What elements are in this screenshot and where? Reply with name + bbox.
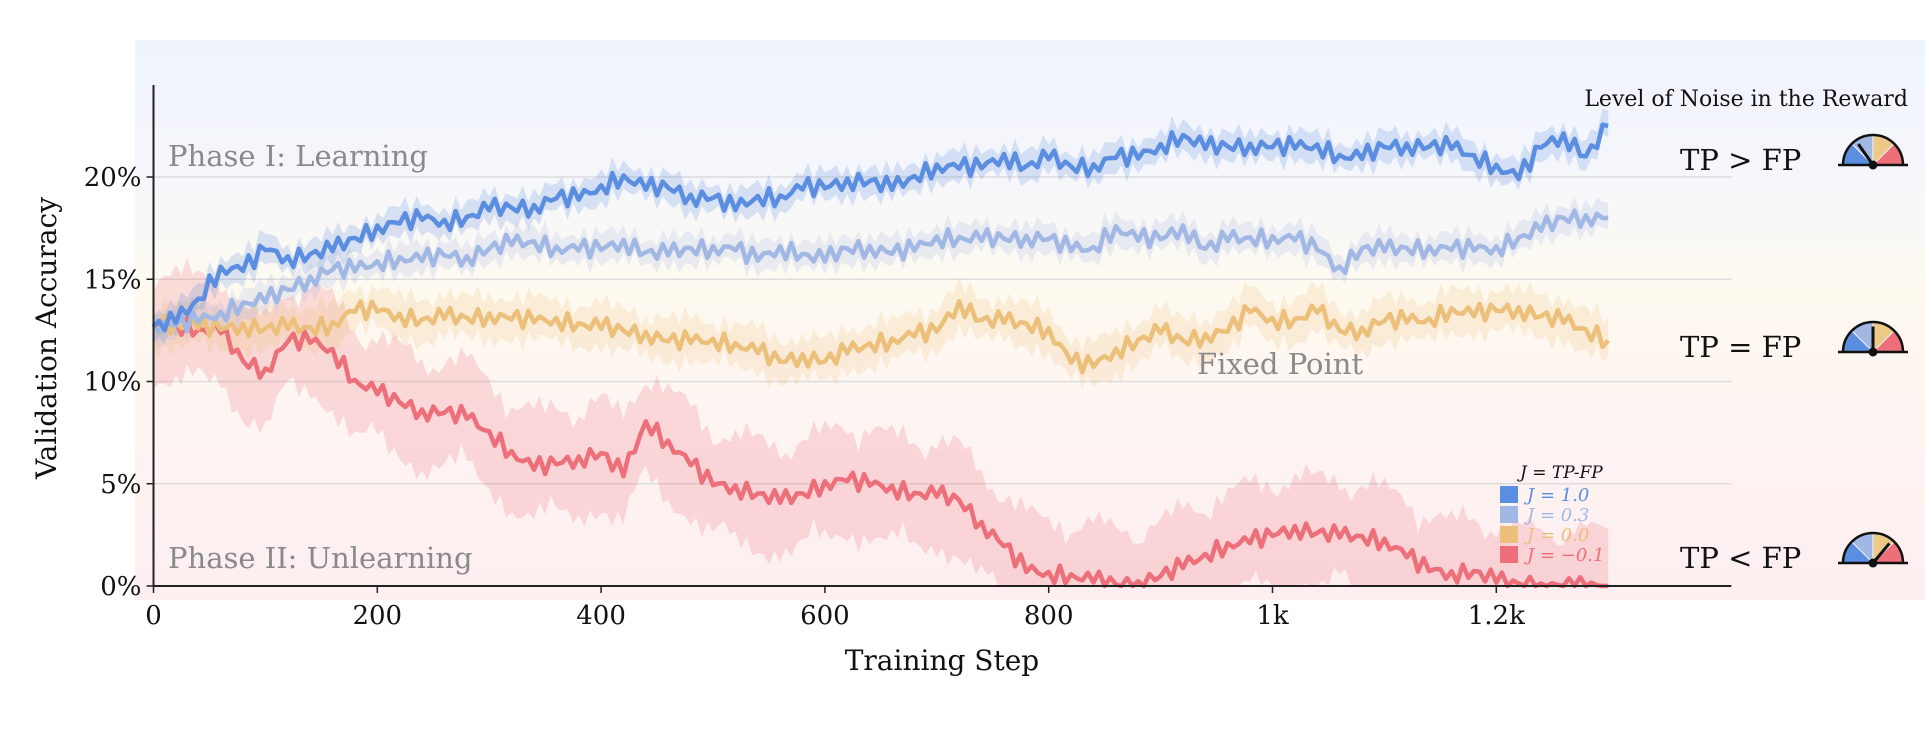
x-axis-label: Training Step [845, 644, 1039, 677]
series-line-J01 [151, 316, 1609, 589]
gauge-icon [1838, 531, 1908, 568]
legend-title: J = TP-FP [1517, 463, 1603, 483]
phase2-label: Phase II: Unlearning [168, 541, 473, 575]
gauge-rim [1841, 531, 1905, 564]
gauge-pivot [1868, 160, 1878, 170]
x-tick-label: 0 [145, 601, 162, 631]
y-tick-label: 5% [100, 470, 141, 500]
regime-label: TP > FP [1680, 143, 1801, 177]
band-J10 [153, 108, 1609, 347]
y-tick-label: 15% [84, 265, 142, 295]
legend-swatch [1500, 546, 1518, 563]
gauge-rim [1841, 320, 1905, 353]
legend-entry: J = 0.3 [1523, 505, 1589, 526]
gauge-rim [1841, 133, 1905, 166]
y-tick-label: 20% [84, 163, 142, 193]
series-line-J03 [151, 208, 1609, 335]
gauge-icon [1838, 133, 1908, 170]
y-axis-label: Validation Accuracy [30, 197, 63, 480]
x-tick-label: 400 [576, 601, 626, 631]
regime-label: TP < FP [1680, 541, 1801, 575]
x-tick-label: 1k [1256, 601, 1289, 631]
gauge-pivot [1868, 558, 1878, 568]
gauge-icon [1838, 320, 1908, 357]
x-tick-label: 800 [1024, 601, 1074, 631]
legend-entry: J = 1.0 [1523, 485, 1589, 506]
series-line-J10 [151, 122, 1609, 333]
legend-entry: J = −0.1 [1523, 545, 1604, 566]
legend-entry: J = 0.0 [1523, 525, 1589, 546]
y-tick-label: 10% [84, 368, 142, 398]
gauge-pivot [1868, 347, 1878, 357]
band-J01 [153, 257, 1609, 586]
x-tick-label: 600 [800, 601, 850, 631]
phase1-label: Phase I: Learning [168, 139, 428, 173]
series-line-J00 [151, 298, 1610, 375]
regime-label: TP = FP [1680, 330, 1801, 364]
x-tick-label: 200 [352, 601, 402, 631]
x-tick-label: 1.2k [1468, 601, 1525, 631]
y-tick-label: 0% [100, 572, 141, 602]
noise-title: Level of Noise in the Reward [1584, 87, 1908, 112]
legend-swatch [1500, 506, 1518, 523]
legend-swatch [1500, 486, 1518, 503]
fixed-point-label: Fixed Point [1197, 347, 1363, 381]
legend-swatch [1500, 526, 1518, 543]
